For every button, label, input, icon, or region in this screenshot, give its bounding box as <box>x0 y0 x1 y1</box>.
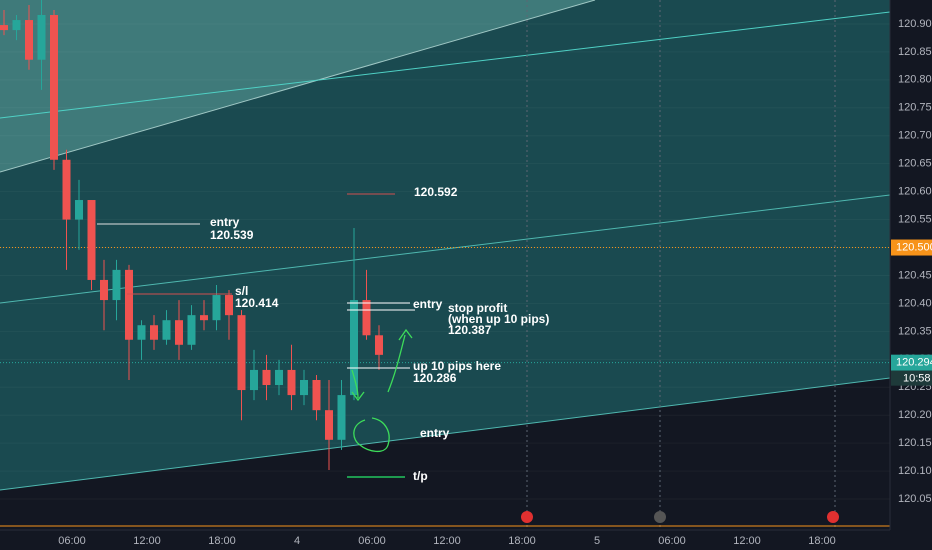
price-tag-label: 120.500 <box>896 241 932 253</box>
x-tick-label: 12:00 <box>733 535 761 547</box>
trend-line <box>0 11 891 119</box>
annotation: 120.539 <box>210 228 254 242</box>
trend-line <box>0 0 596 173</box>
annotation: up 10 pips here <box>413 359 501 373</box>
y-tick-label: 120.050 <box>898 493 932 505</box>
candle-body <box>162 320 171 340</box>
hand-drawing <box>351 328 413 453</box>
y-tick-label: 120.750 <box>898 102 932 114</box>
y-tick-label: 120.600 <box>898 186 932 198</box>
x-tick-label: 12:00 <box>433 535 461 547</box>
annotation: stop profit <box>448 301 507 315</box>
y-tick-label: 120.650 <box>898 158 932 170</box>
annotation: entry <box>210 215 240 229</box>
countdown: 10:58 <box>903 373 931 385</box>
annotation: 120.286 <box>413 371 457 385</box>
candle-body <box>87 200 96 280</box>
candle-body <box>287 369 296 396</box>
candle-body <box>150 325 158 340</box>
candle-body <box>37 15 46 60</box>
event-icon <box>521 511 533 523</box>
price-tag <box>891 239 932 256</box>
candle-body <box>50 15 58 160</box>
candle-body <box>12 20 21 31</box>
candle-body <box>112 269 121 301</box>
y-tick-label: 120.850 <box>898 46 932 58</box>
drawing <box>353 417 390 453</box>
candle-body <box>25 20 33 60</box>
candle-body <box>175 320 183 345</box>
axes: 120.050120.100120.150120.200120.250120.3… <box>58 18 932 547</box>
y-tick-label: 120.150 <box>898 437 932 449</box>
price-tag <box>891 354 932 371</box>
x-tick-label: 5 <box>594 535 600 547</box>
candles <box>0 0 383 470</box>
annotation: 120.387 <box>448 323 492 337</box>
y-tick-label: 120.700 <box>898 130 932 142</box>
candle-body <box>137 325 146 340</box>
x-tick-label: 06:00 <box>658 535 686 547</box>
x-axis-bg <box>0 530 932 550</box>
y-tick-label: 120.200 <box>898 409 932 421</box>
annotation: 120.414 <box>235 296 279 310</box>
trend-line <box>0 377 891 491</box>
y-tick-label: 120.800 <box>898 74 932 86</box>
annotation: t/p <box>413 469 428 483</box>
x-tick-label: 4 <box>294 535 300 547</box>
y-tick-label: 120.450 <box>898 269 932 281</box>
x-tick-label: 18:00 <box>808 535 836 547</box>
events <box>521 511 839 523</box>
candle-body <box>125 269 133 340</box>
candle-body <box>337 395 346 440</box>
channel <box>0 0 890 490</box>
y-tick-label: 120.100 <box>898 465 932 477</box>
x-tick-label: 12:00 <box>133 535 161 547</box>
price-tag-label: 120.294 <box>896 357 932 369</box>
candle-body <box>375 335 383 355</box>
candle-body <box>225 295 233 316</box>
y-tick-label: 120.550 <box>898 213 932 225</box>
candle-body <box>237 315 246 391</box>
candle-body <box>275 369 283 386</box>
candle-body <box>325 410 333 440</box>
annotation: s/l <box>235 284 248 298</box>
candle-body <box>0 25 8 31</box>
candle-body <box>75 200 83 220</box>
grid <box>0 23 890 500</box>
candle-body <box>212 295 221 321</box>
y-tick-label: 120.900 <box>898 18 932 30</box>
drawing <box>387 328 413 393</box>
countdown-bg <box>891 370 932 386</box>
candle-body <box>62 159 71 220</box>
annotation: (when up 10 pips) <box>448 312 549 326</box>
trend-line <box>0 194 891 304</box>
candle-body <box>250 369 258 391</box>
x-tick-label: 06:00 <box>58 535 86 547</box>
candle-body <box>362 300 371 336</box>
annotation: entry <box>413 297 443 311</box>
candle-body <box>187 315 196 345</box>
event-icon <box>827 511 839 523</box>
x-tick-label: 18:00 <box>508 535 536 547</box>
candle-body <box>262 369 271 386</box>
annotation: entry <box>420 426 450 440</box>
drawing <box>351 369 365 402</box>
candle-body <box>100 279 108 301</box>
y-tick-label: 120.400 <box>898 297 932 309</box>
candle-body <box>300 379 308 396</box>
y-axis-bg <box>890 0 932 550</box>
candle-body <box>200 315 208 321</box>
annotation: 120.592 <box>414 185 458 199</box>
candle-body <box>312 379 321 411</box>
x-tick-label: 06:00 <box>358 535 386 547</box>
event-icon <box>654 511 666 523</box>
y-tick-label: 120.350 <box>898 325 932 337</box>
candle-body <box>350 300 358 396</box>
x-tick-label: 18:00 <box>208 535 236 547</box>
